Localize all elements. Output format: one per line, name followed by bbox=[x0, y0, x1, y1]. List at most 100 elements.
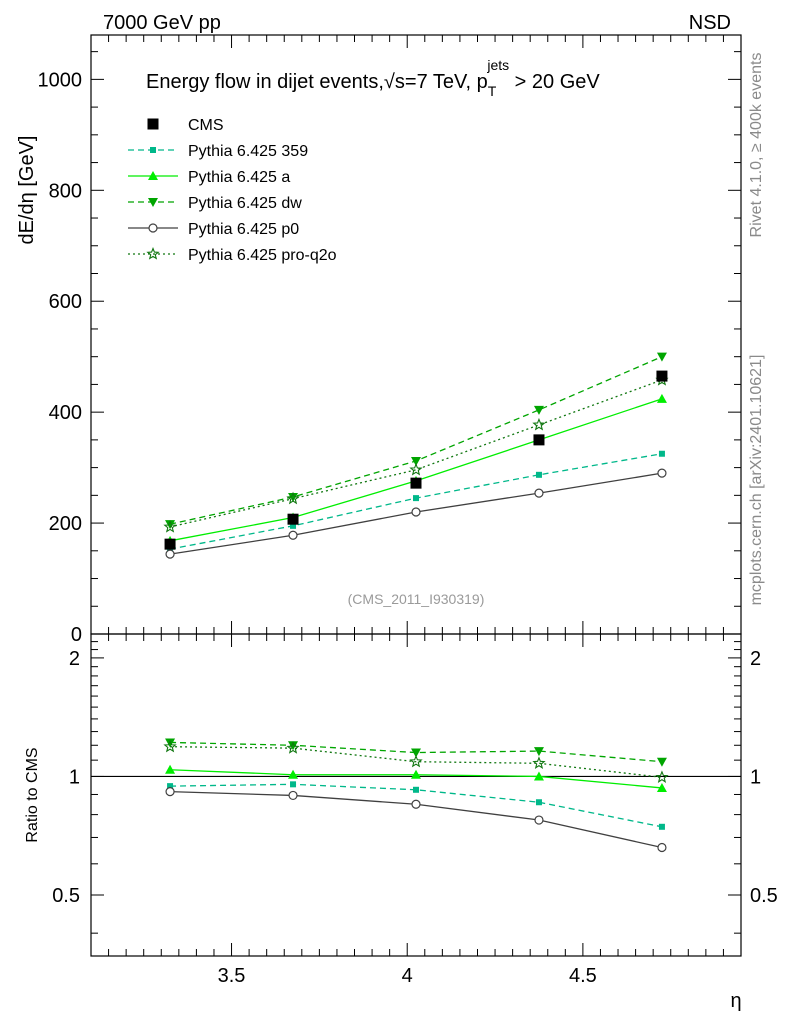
legend-marker-a bbox=[148, 171, 158, 180]
legend-item-a: Pythia 6.425 a bbox=[128, 169, 290, 186]
main-y-tick-labels: 0 200 400 600 800 1000 bbox=[38, 69, 83, 646]
ratio-panel: 0.5 0.5 1 1 2 2 3.5 4 4.5 Ratio to CMS η bbox=[24, 35, 778, 1012]
main-line-a bbox=[169, 398, 663, 542]
main-point-dw-4 bbox=[656, 352, 667, 362]
ratio-ytick-label-right: 2 bbox=[750, 648, 761, 670]
ratio-point-a-1 bbox=[288, 769, 299, 779]
main-point-proq2o-1 bbox=[286, 491, 300, 505]
ratio-point-proq2o-3 bbox=[532, 756, 546, 769]
mcplots-label: mcplots.cern.ch [arXiv:2401.10621] bbox=[748, 355, 765, 606]
x-tick-label: 3.5 bbox=[218, 965, 246, 987]
ratio-series-p359 bbox=[167, 781, 665, 830]
ratio-point-p0-0 bbox=[165, 787, 175, 797]
main-line-proq2o bbox=[169, 379, 663, 528]
x-tick-label: 4.5 bbox=[569, 965, 597, 987]
legend-item-cms: CMS bbox=[147, 117, 224, 134]
legend-label: Pythia 6.425 pro-q2o bbox=[188, 247, 337, 264]
ratio-point-p359-1 bbox=[290, 781, 297, 788]
ratio-series bbox=[163, 738, 669, 853]
ratio-series-p0 bbox=[165, 787, 667, 853]
legend-item-proq2o: Pythia 6.425 pro-q2o bbox=[128, 247, 337, 264]
title-sqrt: √ bbox=[384, 71, 395, 93]
ratio-point-p0-1 bbox=[288, 790, 298, 801]
ratio-frame bbox=[90, 633, 742, 957]
main-point-p359-1 bbox=[290, 522, 297, 529]
x-axis-label: η bbox=[730, 990, 741, 1012]
main-point-p0-1 bbox=[288, 530, 298, 540]
ratio-point-dw-0 bbox=[165, 738, 176, 748]
ratio-point-proq2o-2 bbox=[409, 754, 423, 768]
main-point-p359-4 bbox=[658, 450, 665, 457]
main-point-dw-2 bbox=[411, 456, 421, 466]
ratio-y-tick-labels: 0.5 0.5 1 1 2 2 bbox=[52, 648, 778, 907]
main-point-p359-2 bbox=[413, 495, 419, 502]
main-series-dw bbox=[165, 352, 667, 530]
legend-marker-p359 bbox=[150, 147, 156, 153]
ratio-series-dw bbox=[165, 738, 667, 767]
ratio-point-p359-0 bbox=[167, 783, 174, 790]
title-suffix: > 20 GeV bbox=[509, 71, 600, 93]
main-point-dw-0 bbox=[165, 520, 176, 530]
main-ticks bbox=[91, 35, 742, 956]
main-point-p0-4 bbox=[657, 468, 667, 478]
main-ytick-label: 400 bbox=[49, 402, 82, 424]
legend-label: Pythia 6.425 a bbox=[188, 169, 290, 186]
ratio-y-axis-label: Ratio to CMS bbox=[24, 747, 41, 842]
legend-marker-p0 bbox=[148, 223, 158, 233]
main-series-p0 bbox=[165, 468, 667, 559]
main-point-cms-3 bbox=[533, 434, 545, 446]
chart-title: Energy flow in dijet events,√s=7 TeV, pT… bbox=[146, 57, 600, 99]
legend-item-dw: Pythia 6.425 dw bbox=[128, 195, 302, 212]
main-series-cms bbox=[164, 370, 668, 550]
ratio-point-p0-2 bbox=[411, 799, 421, 809]
main-point-p0-2 bbox=[411, 507, 421, 517]
ratio-point-a-3 bbox=[533, 771, 544, 781]
main-point-proq2o-2 bbox=[409, 462, 423, 476]
header-right: NSD bbox=[689, 12, 731, 34]
header-left: 7000 GeV pp bbox=[103, 12, 221, 34]
ratio-point-proq2o-0 bbox=[163, 739, 177, 753]
ratio-ytick-label-right: 0.5 bbox=[750, 885, 778, 907]
main-point-p0-3 bbox=[534, 488, 544, 498]
ratio-series-a bbox=[165, 764, 667, 792]
main-series bbox=[163, 352, 669, 559]
main-series-proq2o bbox=[163, 372, 669, 533]
legend-label: Pythia 6.425 dw bbox=[188, 195, 302, 212]
ratio-point-a-0 bbox=[165, 764, 176, 774]
ratio-ytick-label: 1 bbox=[69, 766, 80, 788]
legend-item-p0: Pythia 6.425 p0 bbox=[128, 221, 299, 238]
legend-marker-proq2o bbox=[146, 247, 160, 260]
main-point-proq2o-3 bbox=[532, 417, 546, 431]
legend-label: Pythia 6.425 p0 bbox=[188, 221, 299, 238]
title-sup: jets bbox=[486, 57, 509, 73]
ratio-point-p359-3 bbox=[535, 799, 542, 806]
legend-marker-dw bbox=[148, 198, 158, 207]
ratio-line-proq2o bbox=[170, 746, 663, 778]
ratio-point-p0-3 bbox=[534, 815, 544, 825]
ratio-point-a-2 bbox=[411, 769, 421, 779]
ratio-point-dw-4 bbox=[656, 757, 667, 767]
ratio-point-proq2o-1 bbox=[286, 741, 300, 754]
legend-label: CMS bbox=[188, 117, 224, 134]
ratio-point-dw-2 bbox=[411, 748, 421, 758]
x-tick-label: 4 bbox=[402, 965, 413, 987]
ratio-ticks bbox=[91, 35, 741, 956]
ratio-point-dw-1 bbox=[288, 741, 299, 751]
legend-marker-cms bbox=[147, 118, 159, 130]
legend: CMS Pythia 6.425 359 Pythia 6.425 a Pythia … bbox=[128, 117, 337, 264]
rivet-label: Rivet 4.1.0, ≥ 400k events bbox=[748, 53, 765, 238]
main-ytick-label: 0 bbox=[71, 624, 82, 646]
main-ytick-label: 1000 bbox=[38, 69, 83, 91]
legend-item-p359: Pythia 6.425 359 bbox=[128, 143, 308, 160]
main-line-p359 bbox=[169, 453, 663, 550]
main-point-a-4 bbox=[656, 393, 667, 403]
ratio-point-dw-3 bbox=[533, 747, 544, 757]
main-point-cms-2 bbox=[410, 477, 422, 489]
title-prefix: Energy flow in dijet events, bbox=[146, 71, 384, 93]
main-point-dw-1 bbox=[288, 493, 299, 503]
main-point-cms-1 bbox=[287, 513, 299, 525]
main-ytick-label: 200 bbox=[49, 513, 82, 535]
title-s-eq: s=7 TeV, p bbox=[395, 71, 488, 93]
ratio-point-p359-4 bbox=[658, 823, 665, 830]
